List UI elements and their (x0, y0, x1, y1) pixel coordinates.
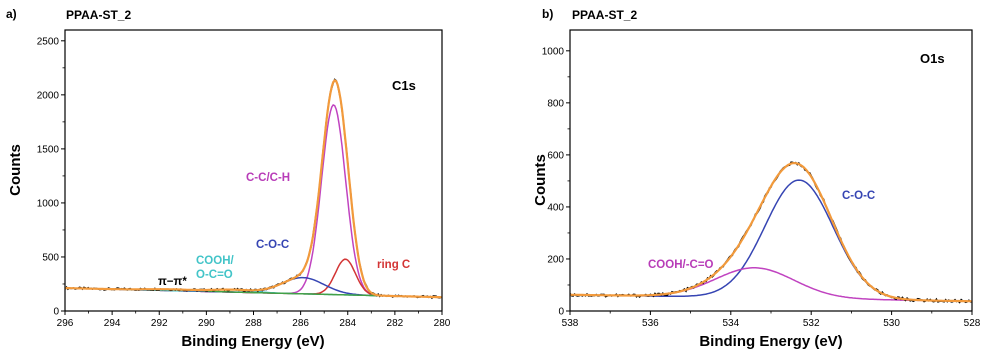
region-label: C1s (392, 78, 416, 93)
x-tick-label: 530 (883, 318, 900, 329)
chart-title: PPAA-ST_2 (66, 8, 131, 22)
component-label: C-O-C (256, 239, 289, 251)
component-label: π−π* (158, 276, 187, 288)
x-axis-label: Binding Energy (eV) (181, 333, 324, 349)
component-label: C-C/C-H (246, 172, 290, 184)
x-axis-label: Binding Energy (eV) (699, 333, 842, 349)
x-tick-label: 296 (57, 318, 74, 329)
plot-frame (569, 29, 973, 312)
x-tick-label: 528 (964, 318, 981, 329)
chart-panel-a: 296 294 292 290 288 286 284 282 280 0 500 1000 1500 2… (6, 7, 451, 349)
x-tick-label: 292 (151, 318, 168, 329)
x-tick-label: 286 (292, 318, 309, 329)
y-tick-label: 0 (53, 307, 59, 318)
x-tick-label: 290 (198, 318, 215, 329)
x-tick-label: 288 (245, 318, 262, 329)
y-tick-label: 1000 (542, 46, 565, 57)
x-tick-label: 538 (562, 318, 579, 329)
y-tick-label: 200 (547, 254, 564, 265)
x-tick-label: 294 (104, 318, 121, 329)
region-label: O1s (920, 51, 945, 66)
x-tick-label: 534 (722, 318, 739, 329)
envelope-fit-line (570, 161, 972, 303)
component-peak-2 (65, 276, 442, 298)
component-label: COOH/O-C=O (196, 255, 235, 281)
x-tick-label: 282 (387, 318, 404, 329)
envelope-fit-line (65, 79, 442, 299)
y-tick-label: 600 (547, 150, 564, 161)
y-axis-label: Counts (7, 144, 24, 196)
y-tick-label: 2000 (37, 90, 60, 101)
y-tick-label: 800 (547, 98, 564, 109)
panel-label: a) (6, 7, 17, 21)
y-tick-label: 2500 (37, 36, 60, 47)
component-label: COOH/-C=O (648, 259, 714, 271)
y-tick-label: 1500 (37, 144, 60, 155)
component-label: C-O-C (842, 190, 875, 202)
x-tick-label: 536 (642, 318, 659, 329)
y-tick-label: 400 (547, 202, 564, 213)
raw-spectrum-line (570, 161, 972, 304)
chart-panel-b: 538 536 534 532 530 528 0 200 400 600 800 1000 b) PPA… (532, 7, 981, 349)
chart-title: PPAA-ST_2 (572, 8, 637, 22)
panel-label: b) (542, 7, 553, 21)
y-axis-label: Counts (532, 154, 549, 206)
y-tick-label: 0 (558, 307, 564, 318)
x-tick-label: 532 (803, 318, 820, 329)
y-tick-label: 500 (42, 252, 59, 263)
x-tick-label: 280 (434, 318, 451, 329)
component-label: ring C (377, 259, 410, 271)
component-peak-0 (570, 179, 972, 302)
y-tick-label: 1000 (37, 198, 60, 209)
x-tick-label: 284 (339, 318, 356, 329)
